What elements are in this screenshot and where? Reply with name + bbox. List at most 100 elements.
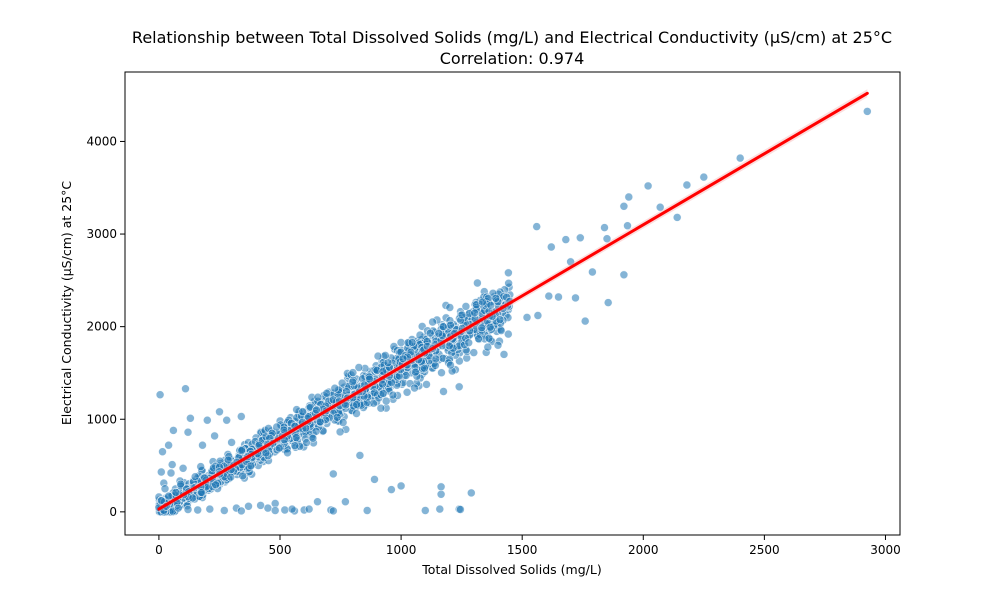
- x-tick-label: 1000: [386, 543, 417, 557]
- data-point: [561, 235, 571, 244]
- data-point: [383, 358, 393, 368]
- data-point: [588, 267, 597, 277]
- data-point: [445, 303, 455, 312]
- data-point: [238, 471, 247, 481]
- data-point: [491, 293, 501, 303]
- data-point: [571, 293, 580, 303]
- data-point: [619, 270, 629, 280]
- data-point: [270, 506, 280, 515]
- data-point: [602, 234, 612, 243]
- data-point: [222, 415, 231, 425]
- data-point: [483, 342, 493, 352]
- data-point: [311, 426, 321, 436]
- x-tick-label: 0: [155, 543, 163, 557]
- data-point: [338, 418, 348, 427]
- data-point: [422, 380, 431, 389]
- data-point: [160, 484, 170, 494]
- data-point: [370, 388, 379, 398]
- data-point: [227, 438, 236, 447]
- data-point: [188, 493, 198, 503]
- data-point: [332, 412, 342, 422]
- data-point: [624, 192, 634, 202]
- data-point: [226, 472, 236, 482]
- data-point: [381, 396, 391, 406]
- data-point: [398, 354, 408, 364]
- data-point: [439, 387, 448, 396]
- data-point: [352, 400, 361, 409]
- data-point: [425, 328, 435, 338]
- data-point: [411, 367, 420, 377]
- data-point: [735, 153, 745, 163]
- data-point: [298, 407, 308, 416]
- data-point: [493, 340, 503, 350]
- y-axis-label: Electrical Conductivity (µS/cm) at 25°C: [59, 181, 74, 426]
- y-tick-label: 0: [109, 505, 117, 519]
- data-point: [166, 468, 176, 478]
- data-point: [470, 308, 480, 318]
- y-tick-label: 2000: [86, 320, 117, 334]
- data-point: [619, 202, 629, 211]
- x-tick-label: 1500: [507, 543, 538, 557]
- data-point: [484, 333, 494, 343]
- data-point: [862, 107, 872, 116]
- data-point: [503, 329, 513, 339]
- data-point: [337, 378, 347, 388]
- data-point: [420, 506, 430, 515]
- data-point: [328, 506, 338, 516]
- data-point: [272, 422, 282, 432]
- data-point: [457, 310, 467, 320]
- data-point: [643, 181, 653, 191]
- data-point: [348, 368, 358, 377]
- data-point: [183, 505, 193, 514]
- data-point: [504, 268, 513, 278]
- data-point: [380, 351, 390, 360]
- y-tick-label: 4000: [86, 134, 117, 148]
- data-point: [246, 461, 256, 471]
- data-point: [431, 354, 441, 364]
- data-point: [474, 334, 483, 344]
- data-point: [682, 180, 692, 190]
- data-point: [603, 298, 613, 307]
- data-point: [196, 462, 205, 471]
- data-point: [274, 443, 284, 453]
- data-point: [454, 382, 464, 392]
- data-point: [544, 291, 554, 301]
- chart-title: Relationship between Total Dissolved Sol…: [132, 28, 892, 47]
- data-point: [328, 469, 338, 479]
- data-point: [434, 328, 444, 338]
- data-point: [164, 440, 173, 450]
- data-point: [190, 472, 200, 482]
- data-point: [158, 447, 167, 457]
- data-point: [174, 503, 183, 513]
- data-point: [396, 481, 406, 491]
- data-point: [210, 431, 219, 441]
- data-point: [415, 330, 425, 340]
- data-point: [373, 351, 383, 361]
- data-point: [522, 313, 532, 322]
- data-point: [504, 278, 513, 288]
- data-point: [466, 488, 476, 498]
- data-point: [348, 377, 358, 387]
- data-point: [473, 278, 482, 288]
- data-point: [164, 491, 173, 501]
- data-point: [575, 233, 585, 243]
- x-tick-label: 2000: [628, 543, 659, 557]
- data-point: [291, 433, 301, 442]
- data-point: [157, 496, 166, 506]
- data-point: [455, 356, 464, 366]
- data-point: [215, 407, 224, 417]
- data-point: [203, 415, 212, 425]
- data-point: [169, 426, 178, 435]
- data-point: [197, 488, 206, 497]
- data-point: [352, 409, 361, 418]
- data-point: [313, 392, 323, 402]
- data-point: [304, 504, 314, 514]
- data-point: [362, 506, 372, 515]
- data-point: [330, 383, 340, 393]
- data-points: [154, 107, 872, 517]
- data-point: [469, 348, 479, 357]
- data-point: [171, 488, 181, 497]
- data-point: [198, 440, 207, 450]
- data-point: [176, 479, 185, 489]
- data-point: [211, 480, 220, 490]
